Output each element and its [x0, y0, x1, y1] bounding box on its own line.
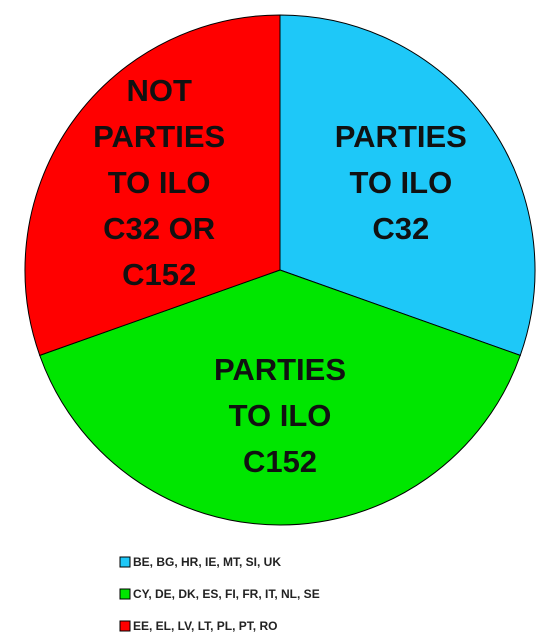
slice-label: TO ILO	[349, 165, 452, 200]
slice-label: C32	[372, 211, 429, 246]
slice-label: C152	[243, 444, 317, 479]
pie-slice	[279, 14, 536, 357]
legend-swatch	[119, 620, 131, 632]
slice-label: PARTIES	[93, 119, 225, 154]
slice-label: NOT	[126, 73, 192, 108]
pie-slice	[24, 14, 281, 357]
legend-label: BE, BG, HR, IE, MT, SI, UK	[133, 555, 281, 569]
slice-label: C32 OR	[103, 211, 215, 246]
slice-label: TO ILO	[229, 398, 332, 433]
legend-label: EE, EL, LV, LT, PL, PT, RO	[133, 619, 277, 633]
legend-label: CY, DE, DK, ES, FI, FR, IT, NL, SE	[133, 587, 320, 601]
slice-label: TO ILO	[108, 165, 211, 200]
legend-swatch	[119, 588, 131, 600]
slice-label: PARTIES	[214, 352, 346, 387]
slice-label: C152	[122, 257, 196, 292]
legend-swatch	[119, 556, 131, 568]
pie-slice	[39, 269, 521, 526]
slice-label: PARTIES	[335, 119, 467, 154]
